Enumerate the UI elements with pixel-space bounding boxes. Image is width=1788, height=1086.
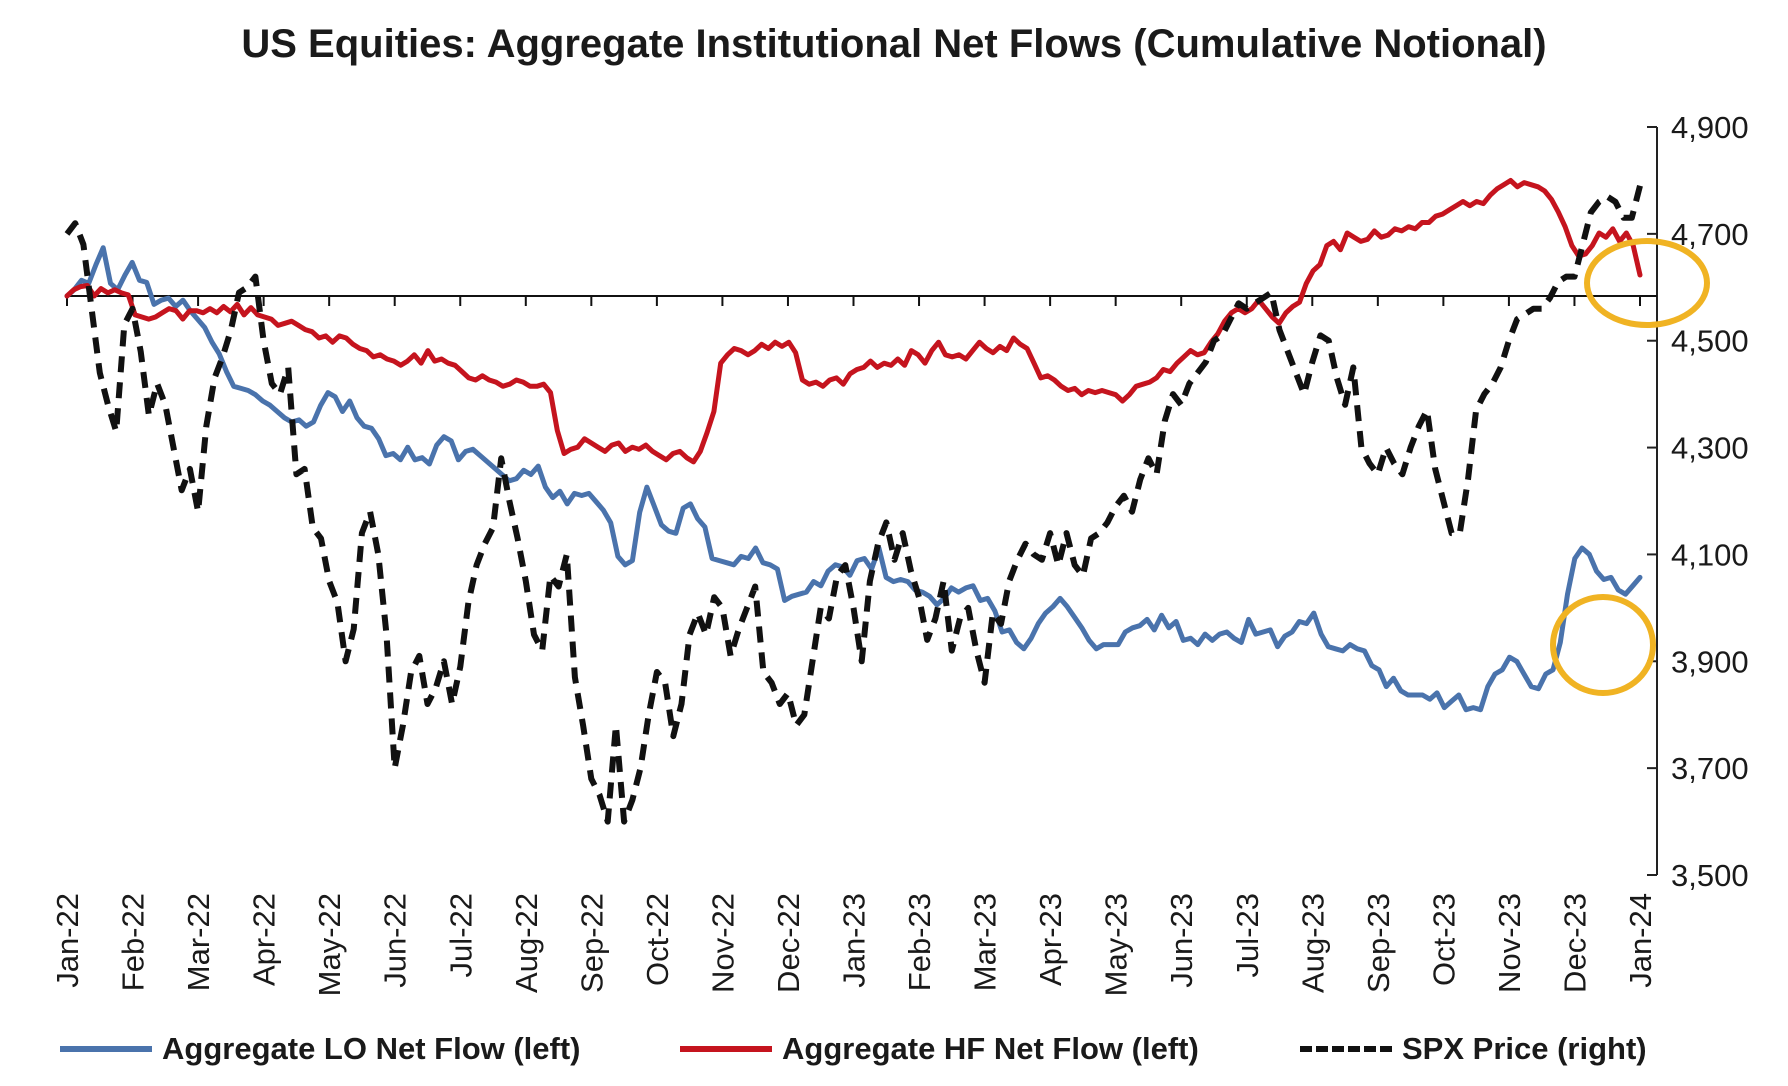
x-axis-tick-label: Jan-23: [837, 893, 872, 988]
x-axis-tick-label: Dec-22: [771, 893, 806, 993]
x-axis-tick-label: Jun-22: [378, 893, 413, 988]
highlight-circle-lo: [1550, 594, 1656, 696]
x-axis-tick-label: May-23: [1099, 893, 1134, 996]
x-axis-tick-label: Jan-22: [50, 893, 85, 988]
x-axis-tick-label: Jan-24: [1623, 893, 1658, 988]
legend-swatch-hf: [680, 1046, 772, 1052]
x-axis-tick-label: Sep-23: [1361, 893, 1396, 993]
x-axis-tick-label: Mar-22: [181, 893, 216, 991]
right-axis-tick-label: 4,300: [1671, 431, 1749, 466]
right-axis-tick-label: 3,500: [1671, 858, 1749, 893]
x-axis-tick-label: Jul-23: [1230, 893, 1265, 977]
x-axis-tick-label: Apr-22: [247, 893, 282, 986]
x-axis-tick-label: Feb-22: [116, 893, 151, 991]
legend-item-hf: Aggregate HF Net Flow (left): [680, 1024, 1199, 1074]
annotations: [1550, 238, 1710, 696]
legend-label-lo: Aggregate LO Net Flow (left): [162, 1031, 581, 1066]
x-axis-tick-label: Dec-23: [1557, 893, 1592, 993]
legend-item-lo: Aggregate LO Net Flow (left): [60, 1024, 581, 1074]
right-axis-tick-label: 4,500: [1671, 324, 1749, 359]
x-axis-tick-label: Aug-23: [1295, 893, 1330, 993]
x-axis-tick-label: Feb-23: [902, 893, 937, 991]
highlight-circle-hf: [1584, 238, 1710, 328]
x-axis-tick-label: Nov-22: [705, 893, 740, 993]
series-lines: [64, 178, 1643, 825]
x-axis-tick-label: Apr-23: [1033, 893, 1068, 986]
chart-title: US Equities: Aggregate Institutional Net…: [241, 22, 1547, 66]
legend-label-spx: SPX Price (right): [1402, 1031, 1647, 1066]
lo-net-flow-line: [64, 245, 1643, 713]
x-axis-tick-label: Oct-23: [1426, 893, 1461, 986]
x-axis-tick-label: Aug-22: [509, 893, 544, 993]
x-axis-tick-label: Nov-23: [1492, 893, 1527, 993]
hf-net-flow-line: [64, 178, 1643, 465]
legend-swatch-lo: [60, 1046, 152, 1052]
x-axis-tick-label: Jul-22: [443, 893, 478, 977]
right-axis-tick-label: 3,700: [1671, 751, 1749, 786]
x-axis-tick-label: Sep-22: [574, 893, 609, 993]
spx-price-line: [64, 185, 1643, 825]
legend-item-spx: SPX Price (right): [1300, 1024, 1647, 1074]
legend-swatch-spx: [1300, 1046, 1392, 1052]
legend-label-hf: Aggregate HF Net Flow (left): [782, 1031, 1199, 1066]
legend: Aggregate LO Net Flow (left) Aggregate H…: [60, 1024, 1760, 1074]
x-axis-tick-label: Oct-22: [640, 893, 675, 986]
x-axis-tick-label: May-22: [312, 893, 347, 996]
x-axis-tick-label: Mar-23: [968, 893, 1003, 991]
right-axis-tick-label: 3,900: [1671, 644, 1749, 679]
right-axis-tick-label: 4,900: [1671, 110, 1749, 145]
axes: 3,500 3,700 3,900 4,100 4,300 4,500 4,700 4,900…: [50, 110, 1749, 996]
right-axis-tick-label: 4,700: [1671, 217, 1749, 252]
x-axis-tick-label: Jun-23: [1164, 893, 1199, 988]
right-axis-tick-label: 4,100: [1671, 537, 1749, 572]
